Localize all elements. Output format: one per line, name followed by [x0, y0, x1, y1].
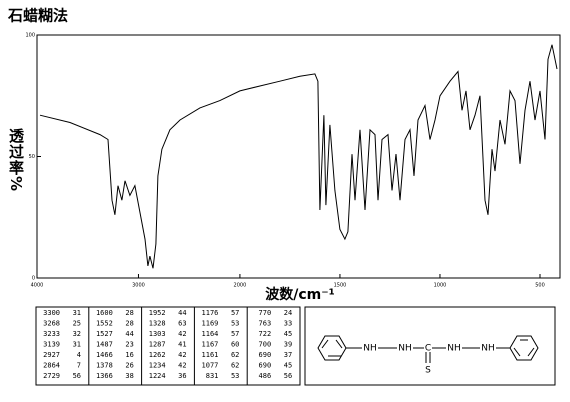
peak-wavenumber: 831: [206, 372, 219, 380]
y-tick-label: 50: [29, 154, 35, 160]
atom-label: NH: [398, 344, 412, 354]
x-tick-label: 3000: [132, 283, 145, 289]
peak-wavenumber: 3139: [43, 341, 60, 349]
peak-wavenumber: 1164: [202, 330, 219, 338]
peak-wavenumber: 1952: [149, 309, 166, 317]
peak-transmittance: 45: [284, 330, 292, 338]
peak-transmittance: 28: [125, 309, 133, 317]
peak-wavenumber: 1167: [202, 341, 219, 349]
x-tick-label: 1500: [334, 283, 347, 289]
peak-transmittance: 62: [231, 362, 239, 370]
peak-wavenumber: 690: [259, 351, 272, 359]
peak-transmittance: 4: [77, 351, 81, 359]
y-tick-label: 100: [25, 33, 35, 39]
x-tick-label: 1000: [434, 283, 447, 289]
x-tick-label: 2000: [234, 283, 247, 289]
atom-label: NH: [363, 344, 377, 354]
peak-wavenumber: 763: [259, 320, 272, 328]
peak-transmittance: 42: [178, 351, 186, 359]
peak-wavenumber: 1303: [149, 330, 166, 338]
atom-label: S: [425, 366, 431, 376]
peak-transmittance: 63: [178, 320, 186, 328]
peak-wavenumber: 3300: [43, 309, 60, 317]
peak-wavenumber: 2729: [43, 372, 60, 380]
x-tick-label: 500: [535, 283, 545, 289]
peak-transmittance: 57: [231, 309, 239, 317]
peak-transmittance: 23: [125, 341, 133, 349]
peak-wavenumber: 1262: [149, 351, 166, 359]
y-axis-label: 透过率%: [7, 128, 25, 193]
peak-wavenumber: 1378: [96, 362, 113, 370]
peak-wavenumber: 3233: [43, 330, 60, 338]
peak-transmittance: 53: [231, 372, 239, 380]
peak-transmittance: 24: [284, 309, 292, 317]
peak-transmittance: 31: [73, 341, 81, 349]
peak-transmittance: 37: [284, 351, 292, 359]
peak-wavenumber: 1234: [149, 362, 166, 370]
peak-transmittance: 41: [178, 341, 186, 349]
peak-transmittance: 60: [231, 341, 239, 349]
peak-transmittance: 42: [178, 362, 186, 370]
peak-wavenumber: 1224: [149, 372, 166, 380]
peak-transmittance: 25: [73, 320, 81, 328]
peak-wavenumber: 1487: [96, 341, 113, 349]
atom-label: C: [425, 344, 431, 354]
peak-wavenumber: 1600: [96, 309, 113, 317]
peak-transmittance: 36: [178, 372, 186, 380]
peak-transmittance: 28: [125, 320, 133, 328]
peak-wavenumber: 1366: [96, 372, 113, 380]
atom-label: NH: [481, 344, 495, 354]
peak-wavenumber: 1527: [96, 330, 113, 338]
x-axis-label: 波数/cm⁻¹: [265, 286, 335, 303]
peak-wavenumber: 486: [259, 372, 272, 380]
peak-wavenumber: 1169: [202, 320, 219, 328]
peak-transmittance: 26: [125, 362, 133, 370]
y-tick-label: 0: [32, 276, 35, 282]
peak-wavenumber: 2927: [43, 351, 60, 359]
peak-transmittance: 39: [284, 341, 292, 349]
peak-transmittance: 16: [125, 351, 133, 359]
peak-transmittance: 31: [73, 309, 81, 317]
peak-transmittance: 57: [231, 330, 239, 338]
peak-wavenumber: 1077: [202, 362, 219, 370]
spectrum-line: [39, 44, 558, 269]
peak-transmittance: 33: [284, 320, 292, 328]
peak-transmittance: 62: [231, 351, 239, 359]
peak-wavenumber: 1161: [202, 351, 219, 359]
x-tick-label: 4000: [31, 283, 44, 289]
atom-label: NH: [447, 344, 461, 354]
table-frame: [35, 306, 301, 386]
peak-transmittance: 32: [73, 330, 81, 338]
chart-title: 石蜡糊法: [7, 7, 68, 25]
peak-transmittance: 56: [284, 372, 292, 380]
structure-drawing: [317, 335, 539, 363]
peak-transmittance: 44: [125, 330, 133, 338]
peak-transmittance: 45: [284, 362, 292, 370]
peak-transmittance: 53: [231, 320, 239, 328]
peak-wavenumber: 722: [259, 330, 272, 338]
peak-wavenumber: 1328: [149, 320, 166, 328]
peak-wavenumber: 1552: [96, 320, 113, 328]
peak-transmittance: 44: [178, 309, 186, 317]
structure-frame: [304, 306, 556, 386]
peak-wavenumber: 3268: [43, 320, 60, 328]
peak-wavenumber: 1287: [149, 341, 166, 349]
peak-transmittance: 7: [77, 362, 81, 370]
peak-transmittance: 56: [73, 372, 81, 380]
peak-transmittance: 38: [125, 372, 133, 380]
peak-wavenumber: 1176: [202, 309, 219, 317]
peak-wavenumber: 690: [259, 362, 272, 370]
peak-transmittance: 42: [178, 330, 186, 338]
peak-wavenumber: 770: [259, 309, 272, 317]
peak-wavenumber: 2864: [43, 362, 60, 370]
plot-frame: [36, 34, 561, 279]
peak-wavenumber: 1466: [96, 351, 113, 359]
peak-wavenumber: 700: [259, 341, 272, 349]
